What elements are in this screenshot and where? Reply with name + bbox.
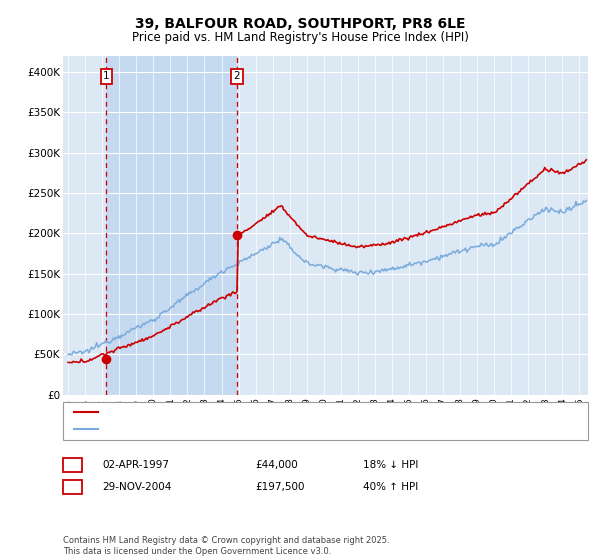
Text: 2: 2 [69,482,76,492]
Text: 1: 1 [69,460,76,469]
Text: Price paid vs. HM Land Registry's House Price Index (HPI): Price paid vs. HM Land Registry's House … [131,31,469,44]
Text: 39, BALFOUR ROAD, SOUTHPORT, PR8 6LE: 39, BALFOUR ROAD, SOUTHPORT, PR8 6LE [135,17,465,31]
Text: 40% ↑ HPI: 40% ↑ HPI [363,482,418,492]
Text: 02-APR-1997: 02-APR-1997 [102,460,169,469]
Text: 2: 2 [234,71,241,81]
Text: £197,500: £197,500 [255,482,305,492]
Text: £44,000: £44,000 [255,460,298,469]
Text: HPI: Average price, semi-detached house, Sefton: HPI: Average price, semi-detached house,… [101,424,345,435]
Text: 29-NOV-2004: 29-NOV-2004 [102,482,172,492]
Bar [106,56,237,395]
Text: 39, BALFOUR ROAD, SOUTHPORT, PR8 6LE (semi-detached house): 39, BALFOUR ROAD, SOUTHPORT, PR8 6LE (se… [101,407,431,417]
Text: 1: 1 [103,71,110,81]
Text: 18% ↓ HPI: 18% ↓ HPI [363,460,418,469]
Text: Contains HM Land Registry data © Crown copyright and database right 2025.
This d: Contains HM Land Registry data © Crown c… [63,536,389,556]
